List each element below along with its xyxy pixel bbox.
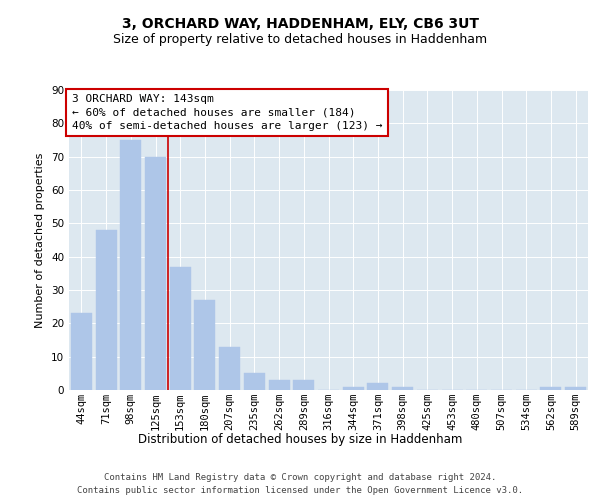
Text: 3, ORCHARD WAY, HADDENHAM, ELY, CB6 3UT: 3, ORCHARD WAY, HADDENHAM, ELY, CB6 3UT <box>121 18 479 32</box>
Text: Size of property relative to detached houses in Haddenham: Size of property relative to detached ho… <box>113 32 487 46</box>
Bar <box>95 230 116 390</box>
Bar <box>541 386 562 390</box>
Bar <box>194 300 215 390</box>
Bar <box>392 386 413 390</box>
Bar <box>244 374 265 390</box>
Bar <box>120 140 141 390</box>
Bar <box>343 386 364 390</box>
Bar <box>293 380 314 390</box>
Text: 3 ORCHARD WAY: 143sqm
← 60% of detached houses are smaller (184)
40% of semi-det: 3 ORCHARD WAY: 143sqm ← 60% of detached … <box>71 94 382 131</box>
Text: Distribution of detached houses by size in Haddenham: Distribution of detached houses by size … <box>138 432 462 446</box>
Bar <box>367 384 388 390</box>
Bar <box>269 380 290 390</box>
Text: Contains HM Land Registry data © Crown copyright and database right 2024.: Contains HM Land Registry data © Crown c… <box>104 472 496 482</box>
Text: Contains public sector information licensed under the Open Government Licence v3: Contains public sector information licen… <box>77 486 523 495</box>
Bar <box>71 314 92 390</box>
Bar <box>145 156 166 390</box>
Bar <box>565 386 586 390</box>
Y-axis label: Number of detached properties: Number of detached properties <box>35 152 46 328</box>
Bar <box>219 346 240 390</box>
Bar <box>170 266 191 390</box>
